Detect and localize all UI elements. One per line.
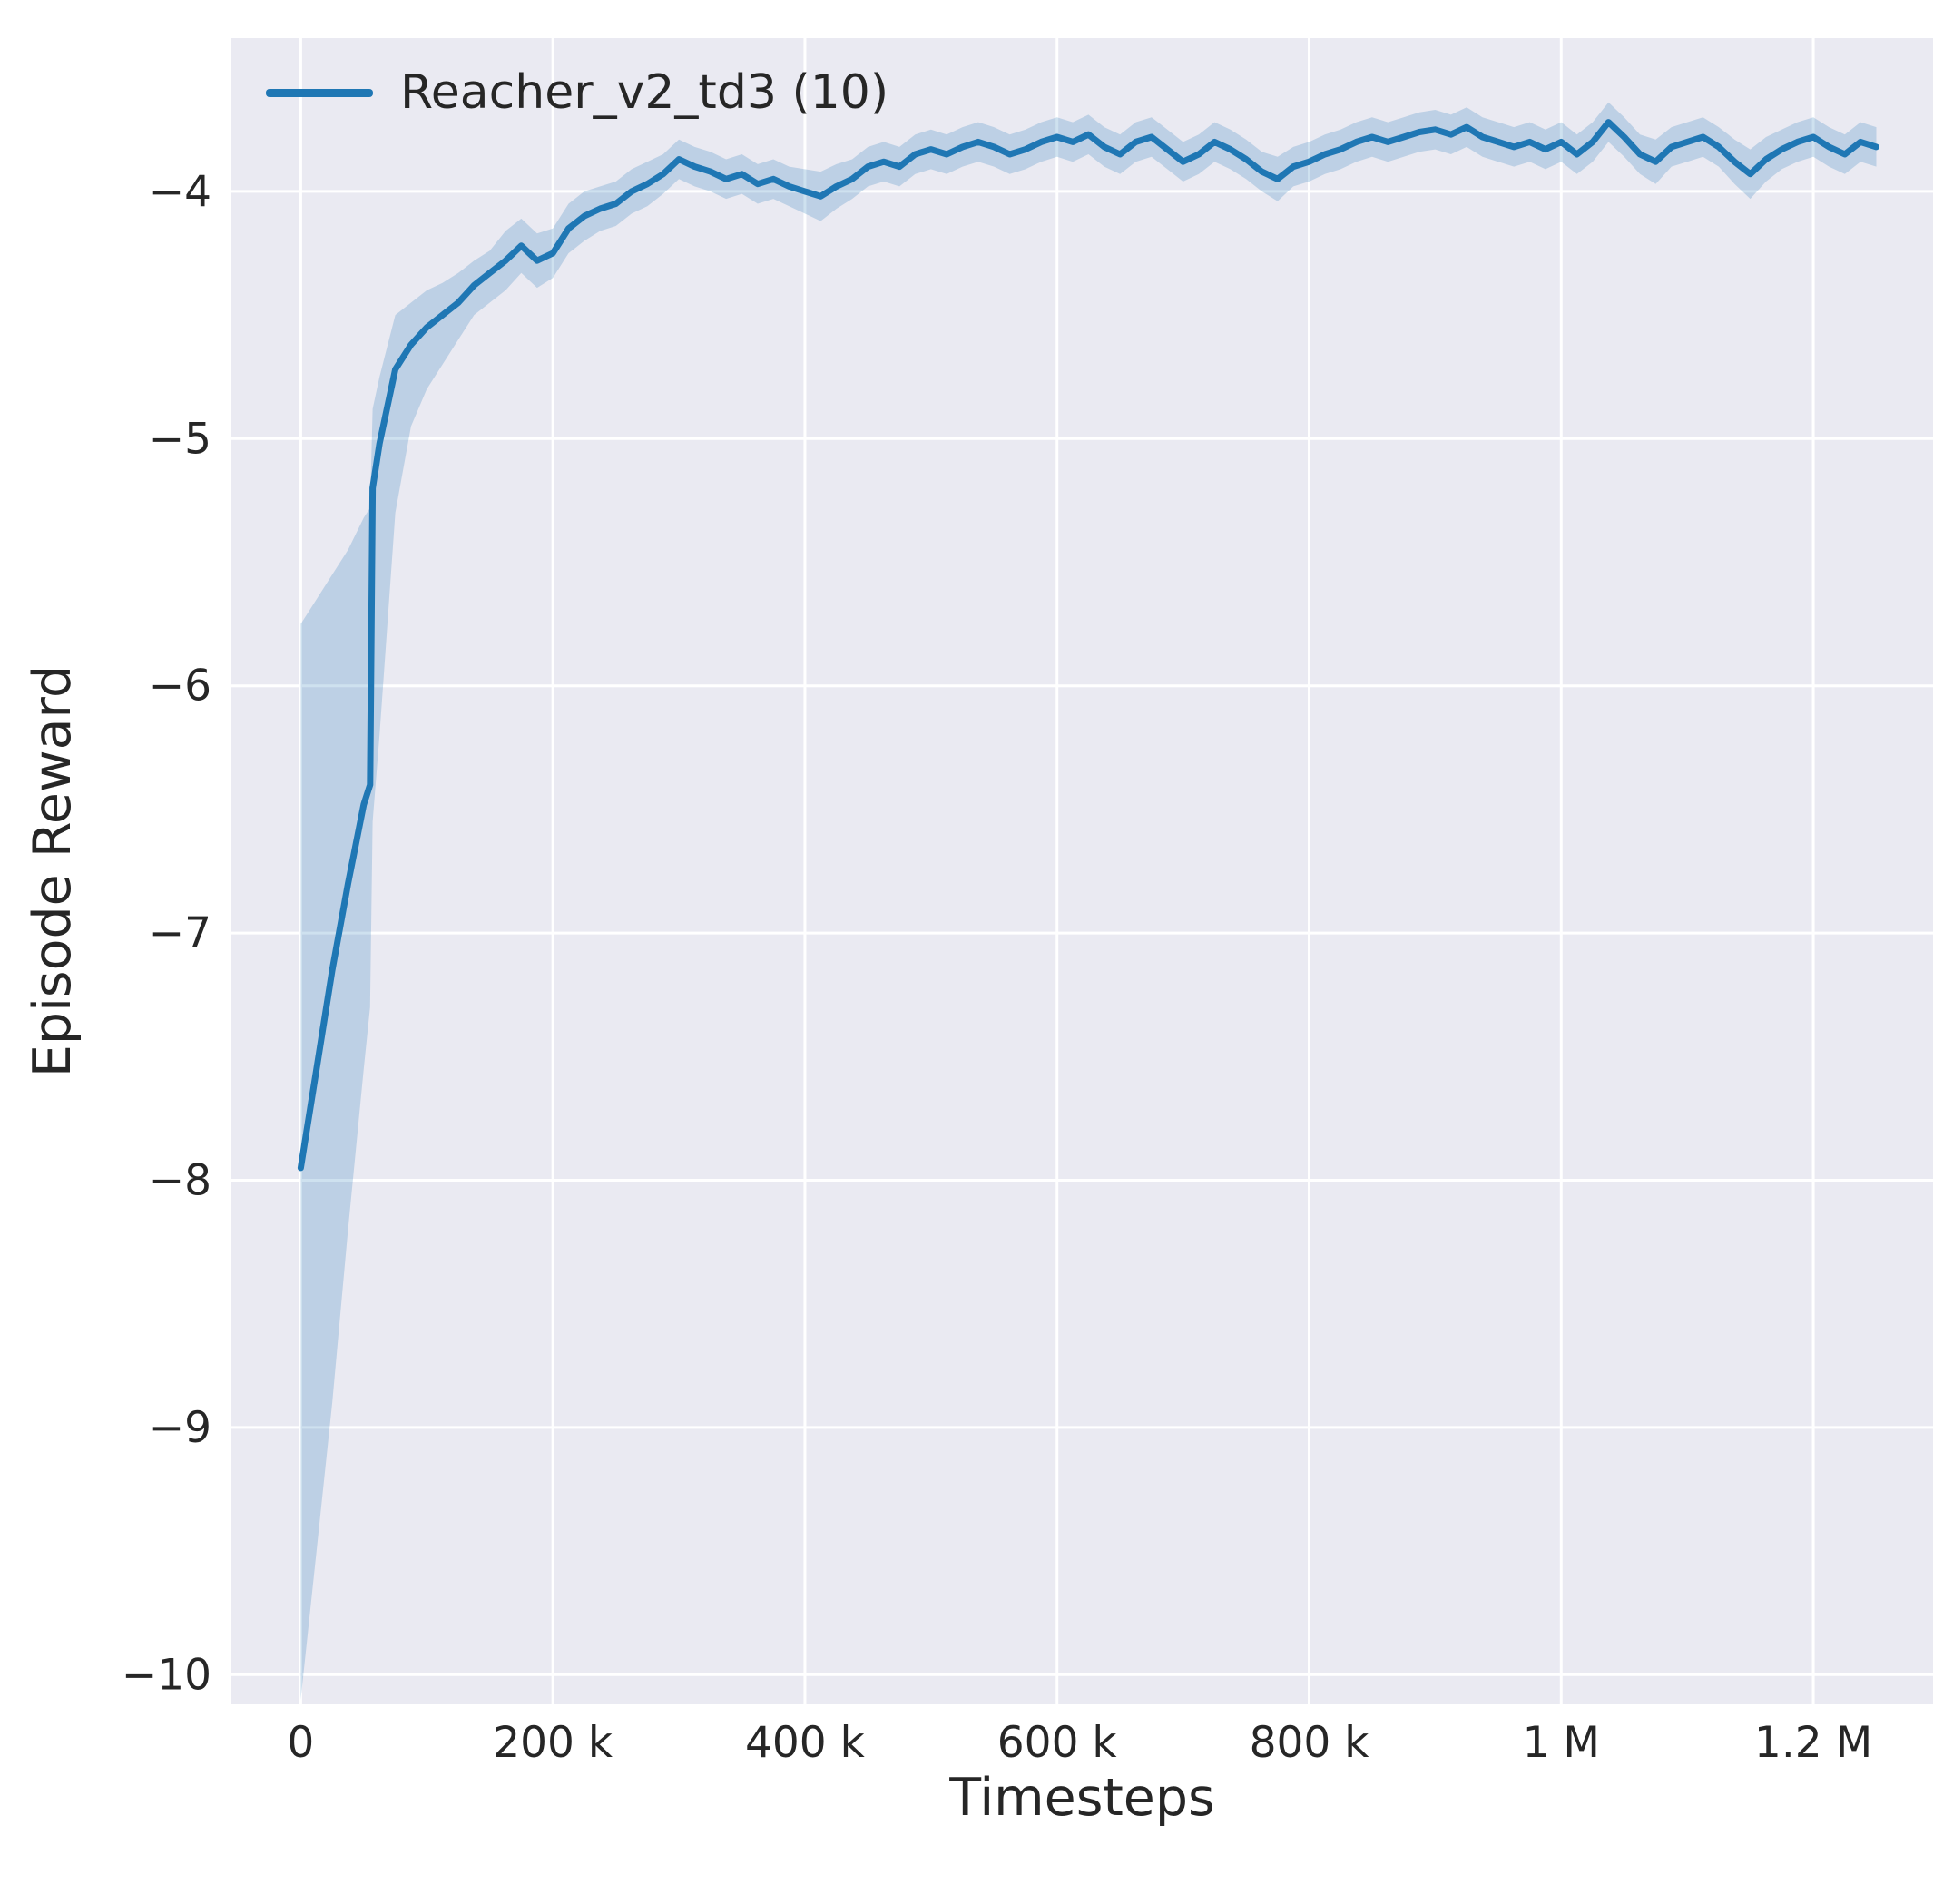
y-tick-label: −4: [149, 167, 211, 217]
x-tick-label: 0: [287, 1718, 314, 1768]
x-axis-label: Timesteps: [949, 1768, 1215, 1828]
y-tick-label: −8: [149, 1156, 211, 1206]
mean-line: [297, 119, 1879, 1172]
x-tick-label: 600 k: [997, 1718, 1118, 1768]
legend-label: Reacher_v2_td3 (10): [400, 65, 889, 120]
y-tick-label: −9: [149, 1403, 211, 1453]
y-tick-label: −6: [149, 662, 211, 712]
y-axis-label: Episode Reward: [23, 664, 83, 1078]
x-tick-label: 800 k: [1250, 1718, 1370, 1768]
legend-line-sample: [266, 88, 373, 97]
y-tick-label: −10: [122, 1650, 211, 1700]
x-tick-label: 1.2 M: [1754, 1718, 1872, 1768]
x-tick-label: 1 M: [1523, 1718, 1600, 1768]
y-tick-label: −7: [149, 908, 211, 958]
x-tick-label: 200 k: [493, 1718, 613, 1768]
y-tick-label: −5: [149, 414, 211, 464]
x-tick-label: 400 k: [745, 1718, 866, 1768]
legend[interactable]: Reacher_v2_td3 (10): [266, 65, 888, 120]
